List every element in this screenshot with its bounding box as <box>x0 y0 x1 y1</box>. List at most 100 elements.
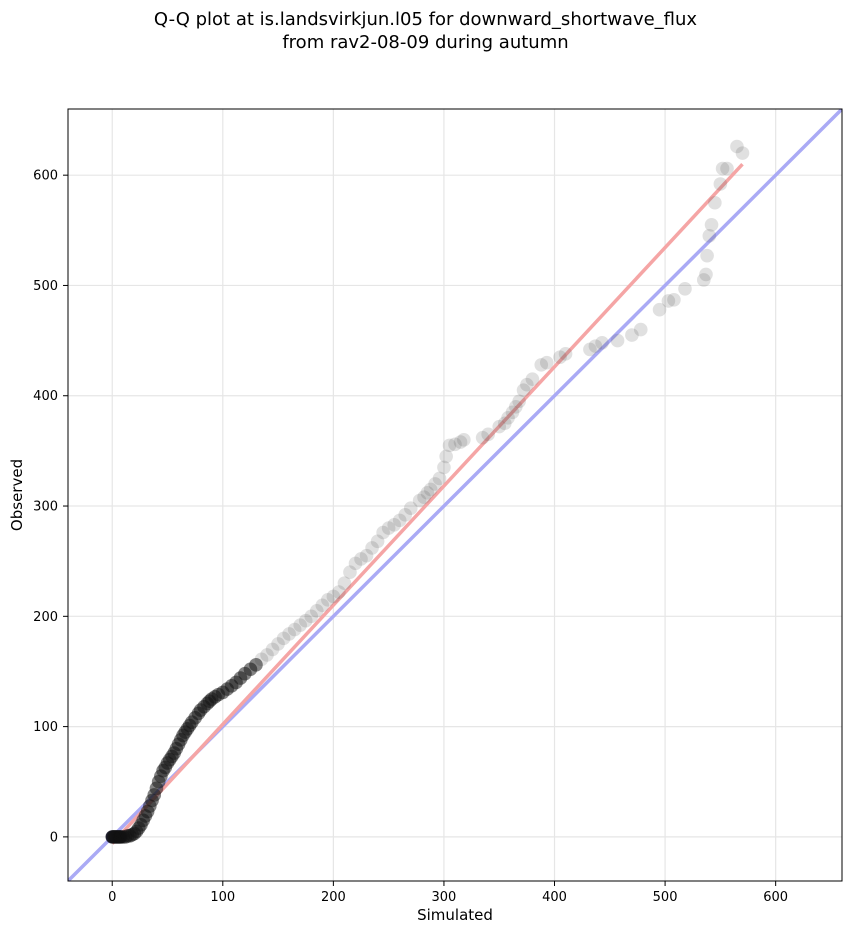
data-point-dense <box>167 746 181 760</box>
data-point-dense <box>193 703 208 717</box>
chart-title-line-1: Q-Q plot at is.landsvirkjun.l05 for down… <box>153 9 698 30</box>
data-point-dense <box>138 809 153 823</box>
zero-cluster-point <box>114 830 128 844</box>
data-point-dense <box>127 826 142 841</box>
data-point <box>123 828 137 843</box>
data-point-dense <box>185 715 199 729</box>
x-tick-label: 300 <box>432 890 457 905</box>
data-point <box>354 552 368 566</box>
data-point <box>165 749 179 764</box>
data-point-dense <box>229 675 243 690</box>
data-point-dense <box>149 781 164 796</box>
data-point <box>176 728 190 743</box>
data-point-dense <box>116 830 131 844</box>
data-point <box>428 477 442 491</box>
data-point <box>343 565 357 579</box>
grid-lines <box>68 109 842 881</box>
data-point-dense <box>249 658 263 672</box>
data-point <box>304 609 319 624</box>
data-point <box>392 513 407 528</box>
data-point <box>702 229 717 243</box>
data-point-dense <box>123 828 137 843</box>
data-point-dense <box>200 696 215 711</box>
data-point <box>249 658 263 672</box>
plot-frame <box>67 108 843 882</box>
y-axis-ticks: 0 100 200 300 400 500 600 <box>33 169 68 845</box>
data-point-dense <box>165 749 179 764</box>
data-point <box>260 648 274 662</box>
data-point-dense <box>224 678 239 693</box>
data-point <box>271 637 285 651</box>
reference-lines <box>68 109 842 881</box>
data-point <box>216 685 230 700</box>
data-point <box>332 585 346 599</box>
data-point <box>173 733 188 747</box>
data-point <box>437 460 451 475</box>
data-point <box>481 427 495 442</box>
data-point <box>211 687 226 702</box>
data-point <box>113 830 127 844</box>
data-point <box>156 763 170 778</box>
data-point <box>448 437 462 452</box>
data-point <box>254 652 269 667</box>
data-point-dense <box>220 682 235 696</box>
data-point-dense <box>158 760 173 775</box>
y-tick-label: 0 <box>50 830 58 845</box>
data-point <box>370 534 385 549</box>
data-point <box>265 642 280 657</box>
data-point <box>501 411 515 425</box>
data-point <box>315 598 330 613</box>
data-point <box>588 339 603 353</box>
data-point-dense <box>136 813 150 828</box>
y-tick-label: 600 <box>33 169 58 184</box>
data-point <box>730 139 744 154</box>
x-tick-label: 400 <box>542 890 567 905</box>
data-point <box>583 342 597 357</box>
data-point <box>151 774 166 789</box>
data-point <box>293 618 308 632</box>
data-point-dense <box>131 821 146 835</box>
data-point <box>348 556 363 571</box>
data-point-dense <box>182 718 197 733</box>
data-point <box>149 781 164 796</box>
data-point <box>321 592 335 607</box>
data-point <box>387 517 401 532</box>
data-point <box>403 501 418 516</box>
data-point <box>678 281 692 296</box>
data-point <box>171 737 186 752</box>
data-point <box>131 821 146 835</box>
data-point-dense <box>176 728 190 743</box>
data-point-dense <box>216 685 230 700</box>
data-point <box>708 195 722 210</box>
data-point <box>365 541 379 555</box>
data-point <box>145 793 159 808</box>
x-tick-label: 600 <box>763 890 788 905</box>
data-point <box>109 830 124 844</box>
data-point <box>505 405 520 420</box>
data-point-dense <box>204 692 219 706</box>
x-tick-label: 200 <box>321 890 346 905</box>
data-point-dense <box>188 710 202 725</box>
data-point <box>106 830 121 844</box>
data-point <box>169 741 184 756</box>
data-point <box>129 824 144 839</box>
data-point-dense <box>211 687 226 702</box>
data-point <box>610 333 625 348</box>
data-point <box>652 302 667 317</box>
data-point <box>376 525 390 540</box>
data-point <box>735 146 750 160</box>
data-point <box>118 830 133 844</box>
data-point <box>381 521 396 535</box>
data-point-dense <box>233 671 248 685</box>
data-point <box>287 622 302 637</box>
data-point <box>204 692 219 706</box>
data-point-dense <box>191 706 206 721</box>
data-point-dense <box>129 824 144 839</box>
data-point-dense <box>169 741 184 756</box>
y-tick-label: 200 <box>33 610 58 625</box>
plot-area <box>68 109 842 881</box>
data-point <box>558 347 573 361</box>
data-point <box>120 828 135 843</box>
data-point <box>715 161 730 176</box>
